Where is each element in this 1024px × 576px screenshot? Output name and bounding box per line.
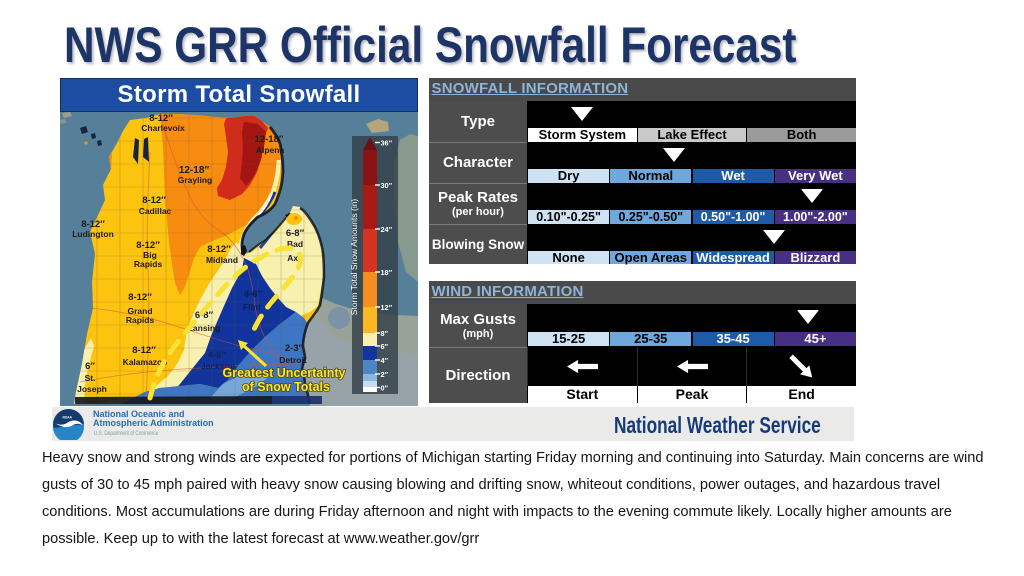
svg-text:8-12″: 8-12″ [132, 345, 156, 356]
svg-text:8″: 8″ [381, 329, 389, 338]
svg-text:Joseph: Joseph [77, 384, 107, 394]
svg-text:Detroit: Detroit [279, 355, 307, 365]
svg-text:8-12″: 8-12″ [207, 244, 231, 255]
svg-text:8-12″: 8-12″ [81, 219, 105, 230]
svg-text:Alpena: Alpena [256, 145, 285, 155]
svg-text:Bad: Bad [287, 239, 303, 249]
svg-text:Rapids: Rapids [134, 259, 163, 269]
svg-text:NOAA: NOAA [63, 416, 73, 420]
svg-text:6″: 6″ [85, 361, 95, 372]
svg-text:Grand: Grand [127, 306, 152, 316]
svg-text:18″: 18″ [381, 268, 393, 277]
svg-text:12-18″: 12-18″ [255, 134, 284, 145]
svg-text:Axe: Axe [287, 253, 303, 263]
svg-text:Cadillac: Cadillac [139, 206, 172, 216]
svg-text:2″: 2″ [381, 370, 389, 379]
svg-text:6-8″: 6-8″ [195, 310, 214, 321]
svg-text:St.: St. [85, 373, 96, 383]
svg-text:6″: 6″ [381, 342, 389, 351]
svg-text:24″: 24″ [381, 225, 393, 234]
svg-text:Midland: Midland [206, 255, 238, 265]
svg-text:8-12″: 8-12″ [136, 240, 160, 251]
svg-text:4-6″: 4-6″ [208, 350, 227, 361]
svg-text:4-6″: 4-6″ [244, 289, 263, 300]
svg-text:8-12″: 8-12″ [128, 292, 152, 303]
svg-text:Ludington: Ludington [72, 229, 114, 239]
svg-text:Charlevoix: Charlevoix [141, 123, 185, 133]
svg-text:Storm Total Snow Amounts (in): Storm Total Snow Amounts (in) [349, 199, 359, 316]
svg-text:12-18″: 12-18″ [179, 165, 210, 176]
svg-text:0″: 0″ [381, 383, 389, 392]
svg-text:Greatest Uncertainty: Greatest Uncertainty [223, 366, 346, 380]
svg-text:8-12″: 8-12″ [149, 113, 173, 124]
svg-text:Lansing: Lansing [188, 323, 221, 333]
svg-text:Big: Big [143, 250, 157, 260]
svg-text:12″: 12″ [381, 303, 393, 312]
svg-text:Grayling: Grayling [178, 175, 212, 185]
svg-text:of Snow Totals: of Snow Totals [242, 380, 330, 394]
svg-text:2-3″: 2-3″ [285, 343, 304, 354]
svg-text:Flint: Flint [243, 302, 261, 312]
svg-text:30″: 30″ [381, 181, 393, 190]
svg-text:4″: 4″ [381, 356, 389, 365]
svg-text:8-12″: 8-12″ [142, 195, 166, 206]
svg-text:Rapids: Rapids [126, 315, 155, 325]
svg-text:Kalamazoo: Kalamazoo [123, 357, 168, 367]
svg-text:Jackson: Jackson [201, 361, 235, 371]
svg-text:6-8″: 6-8″ [286, 228, 305, 239]
svg-text:36″: 36″ [381, 138, 393, 147]
